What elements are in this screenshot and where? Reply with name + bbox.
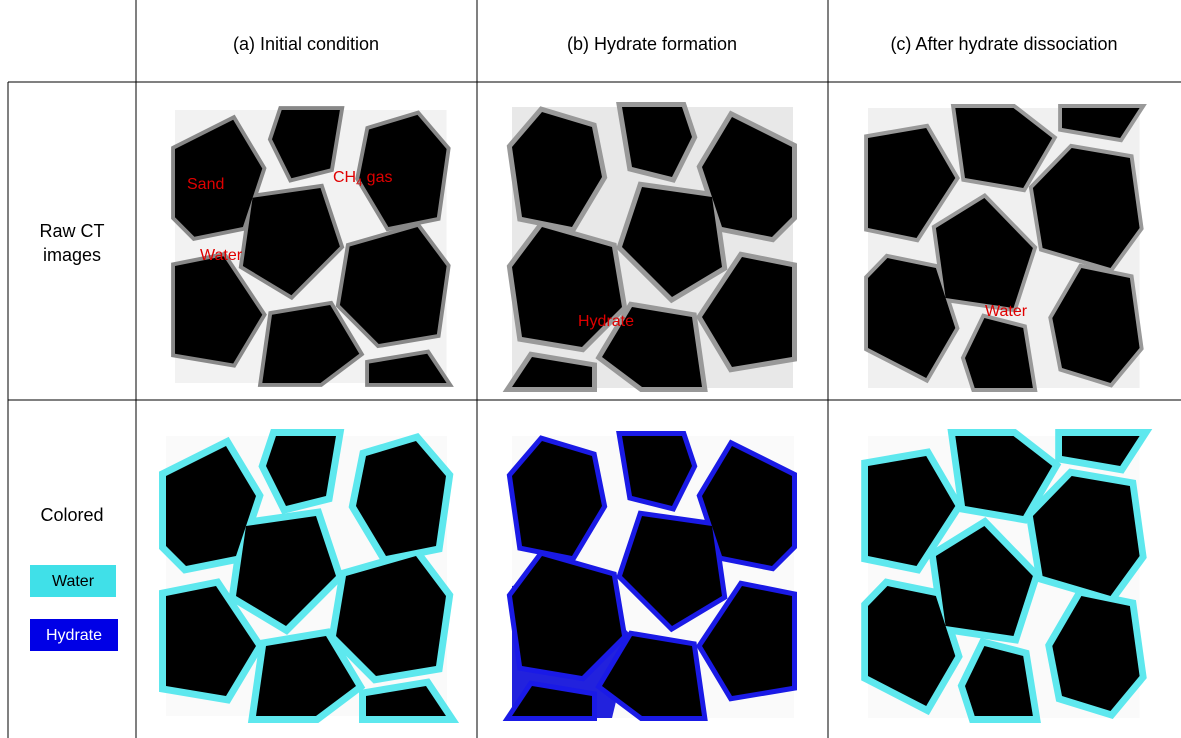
- column-header: (b) Hydrate formation: [567, 34, 737, 54]
- annotation: CH4 gas: [333, 169, 392, 189]
- ct-image: [868, 108, 1140, 388]
- annotation: Sand: [187, 176, 224, 193]
- ct-image: [512, 107, 793, 388]
- column-header: (c) After hydrate dissociation: [890, 34, 1117, 54]
- legend-label: Hydrate: [46, 627, 102, 644]
- row-label: images: [43, 245, 101, 265]
- colored-image: [512, 436, 794, 718]
- colored-image: [166, 436, 447, 716]
- column-header: (a) Initial condition: [233, 34, 379, 54]
- annotation-part: CH: [333, 169, 356, 186]
- annotation: Water: [985, 303, 1028, 320]
- annotation: Hydrate: [578, 313, 634, 330]
- annotation: Water: [200, 247, 243, 264]
- figure-table: (a) Initial condition (b) Hydrate format…: [0, 0, 1181, 738]
- row-label: Raw CT: [39, 221, 104, 241]
- colored-image: [868, 436, 1140, 718]
- legend-label: Water: [52, 573, 95, 590]
- annotation-part: gas: [362, 169, 392, 186]
- row-label: Colored: [40, 505, 103, 525]
